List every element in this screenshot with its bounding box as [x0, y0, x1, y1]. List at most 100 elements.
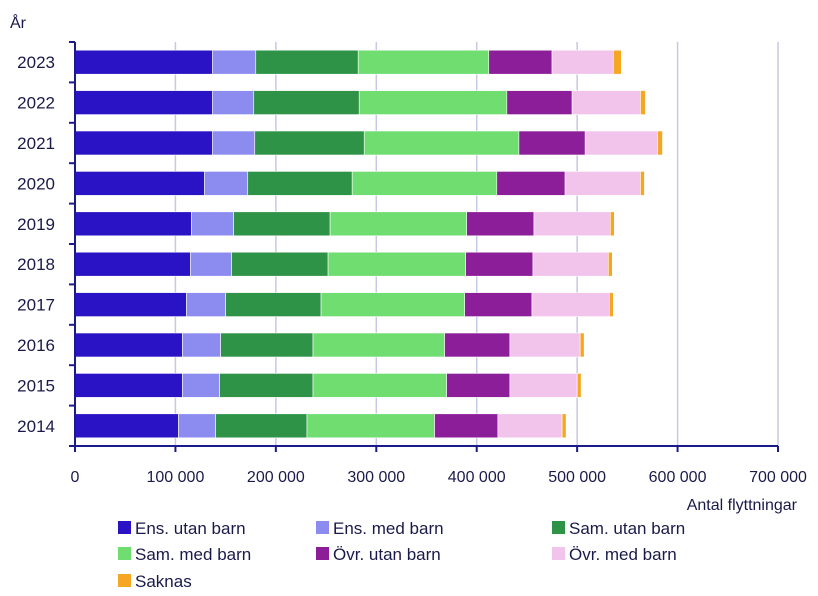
- bar-2023-series-4: [488, 49, 553, 75]
- bar-2017-series-2: [225, 292, 322, 317]
- bar-2017-series-1: [186, 292, 226, 317]
- bar-2015-series-3: [312, 373, 447, 398]
- bar-2021-series-1: [212, 130, 256, 156]
- y-tick-label-2015: 2015: [17, 376, 55, 395]
- bar-2016-series-6: [579, 332, 585, 358]
- bar-2014-series-1: [178, 413, 216, 439]
- bar-2018-series-2: [231, 251, 329, 277]
- bar-2015-series-5: [509, 373, 578, 398]
- bar-2022-series-0: [74, 90, 213, 115]
- bar-2022-series-4: [506, 90, 573, 115]
- bar-2019-series-1: [191, 211, 234, 237]
- bar-2023-series-5: [551, 49, 614, 75]
- bar-2019-series-2: [233, 211, 331, 237]
- bar-2015-series-1: [182, 373, 220, 398]
- bar-2017-series-3: [320, 292, 465, 317]
- y-tick-label-2023: 2023: [17, 53, 55, 72]
- bar-2021-series-0: [74, 130, 213, 156]
- legend-swatch-5: [552, 547, 565, 560]
- bar-2014-series-5: [497, 413, 563, 439]
- legend-swatch-1: [316, 521, 329, 534]
- bar-2016-series-5: [509, 332, 581, 358]
- bar-2017-series-5: [531, 292, 610, 317]
- bar-2022-series-5: [571, 90, 641, 115]
- bar-2022-series-2: [253, 90, 360, 115]
- bar-2020-series-5: [564, 171, 641, 196]
- y-tick-label-2014: 2014: [17, 417, 55, 436]
- bar-2019-series-0: [74, 211, 192, 237]
- bar-2016-series-2: [220, 332, 314, 358]
- bar-2023-series-2: [255, 49, 359, 75]
- bar-2021-series-3: [363, 130, 520, 156]
- bar-2017-series-6: [608, 292, 614, 317]
- bar-2015-series-6: [576, 373, 582, 398]
- bar-2018-series-4: [465, 251, 534, 277]
- legend-label-1: Ens. med barn: [333, 519, 444, 538]
- legend: Ens. utan barn Ens. med barn Sam. utan bar…: [118, 519, 685, 591]
- legend-label-4: Övr. utan barn: [333, 545, 441, 564]
- bar-2018-series-3: [327, 251, 466, 277]
- bar-2023-series-3: [357, 49, 490, 75]
- bar-2015-series-0: [74, 373, 183, 398]
- bar-2023-series-0: [74, 49, 213, 75]
- bar-2020-series-1: [204, 171, 249, 196]
- x-tick-label-7: 700 000: [749, 469, 807, 486]
- y-tick-label-2016: 2016: [17, 336, 55, 355]
- bar-2020-series-4: [496, 171, 566, 196]
- legend-swatch-6: [118, 574, 131, 587]
- y-tick-label-2019: 2019: [17, 215, 55, 234]
- bar-2016-series-3: [312, 332, 445, 358]
- bar-2022-series-1: [212, 90, 255, 115]
- bar-2021-series-5: [584, 130, 658, 156]
- axes: 2023 2022 2021 2020 2019 2018 2017 2016 2015 2014…: [17, 41, 807, 486]
- legend-swatch-4: [316, 547, 329, 560]
- y-tick-label-2021: 2021: [17, 134, 55, 153]
- bar-2018-series-0: [74, 251, 191, 277]
- bar-2023-series-1: [212, 49, 257, 75]
- y-tick-label-2022: 2022: [17, 94, 55, 113]
- bar-2015-series-4: [446, 373, 511, 398]
- y-tick-label-2017: 2017: [17, 296, 55, 315]
- x-tick-label-5: 500 000: [548, 469, 606, 486]
- bar-2018-series-6: [607, 251, 613, 277]
- bar-2018-series-5: [532, 251, 609, 277]
- bar-2016-series-4: [444, 332, 511, 358]
- bar-2021-series-2: [254, 130, 365, 156]
- x-tick-label-1: 100 000: [147, 469, 205, 486]
- bar-2014-series-2: [215, 413, 308, 439]
- bar-2018-series-1: [190, 251, 232, 277]
- x-tick-label-2: 200 000: [247, 469, 305, 486]
- bar-2014-series-6: [561, 413, 567, 439]
- bar-2020-series-3: [351, 171, 498, 196]
- y-axis-title: År: [10, 13, 27, 32]
- x-tick-label-0: 0: [71, 469, 80, 486]
- bar-2019-series-5: [533, 211, 611, 237]
- bar-2016-series-0: [74, 332, 183, 358]
- bars: [74, 49, 663, 439]
- bar-2023-series-6: [612, 49, 622, 75]
- y-tick-label-2018: 2018: [17, 255, 55, 274]
- legend-swatch-0: [118, 521, 131, 534]
- bar-2020-series-2: [247, 171, 353, 196]
- bar-2015-series-2: [219, 373, 314, 398]
- y-tick-label-2020: 2020: [17, 174, 55, 193]
- bar-2016-series-1: [182, 332, 221, 358]
- x-tick-label-3: 300 000: [347, 469, 405, 486]
- legend-swatch-3: [118, 547, 131, 560]
- bar-2021-series-6: [657, 130, 663, 156]
- bar-2019-series-6: [609, 211, 615, 237]
- bar-2020-series-6: [640, 171, 645, 196]
- legend-label-0: Ens. utan barn: [135, 519, 246, 538]
- legend-swatch-2: [552, 521, 565, 534]
- bar-2021-series-4: [518, 130, 586, 156]
- bar-2022-series-6: [640, 90, 646, 115]
- legend-label-3: Sam. med barn: [135, 545, 251, 564]
- legend-label-5: Övr. med barn: [569, 545, 677, 564]
- x-tick-label-6: 600 000: [649, 469, 707, 486]
- bar-2019-series-4: [466, 211, 535, 237]
- bar-2022-series-3: [358, 90, 508, 115]
- x-axis-title: Antal flyttningar: [687, 497, 798, 514]
- bar-2020-series-0: [74, 171, 205, 196]
- legend-label-2: Sam. utan barn: [569, 519, 685, 538]
